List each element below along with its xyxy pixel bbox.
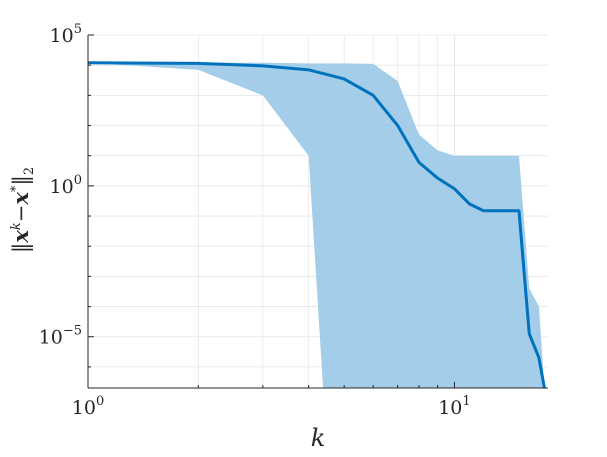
y-tick-label: 100 <box>50 173 82 198</box>
y-tick-label: 10−5 <box>39 324 82 349</box>
x-tick-labels: 100 101 <box>72 394 471 419</box>
y-tick-labels: 105 100 10−5 <box>39 22 82 349</box>
x-tick-label: 101 <box>438 394 470 419</box>
range-band <box>88 62 545 388</box>
x-tick-label: 100 <box>72 394 104 419</box>
x-axis-label: k <box>311 424 326 452</box>
axes <box>87 34 548 389</box>
y-tick-label: 105 <box>50 22 82 47</box>
y-axis-label: ‖xk−x*‖2 <box>8 167 37 253</box>
series-line <box>87 61 546 389</box>
